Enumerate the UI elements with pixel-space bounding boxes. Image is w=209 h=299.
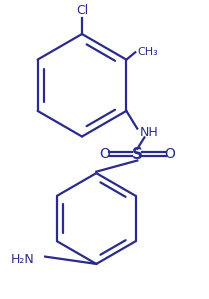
Text: CH₃: CH₃: [137, 47, 158, 57]
Text: NH: NH: [139, 126, 158, 139]
Text: H₂N: H₂N: [11, 253, 35, 266]
Text: Cl: Cl: [76, 4, 88, 17]
Text: S: S: [132, 147, 143, 161]
Text: O: O: [164, 147, 175, 161]
Text: O: O: [99, 147, 110, 161]
